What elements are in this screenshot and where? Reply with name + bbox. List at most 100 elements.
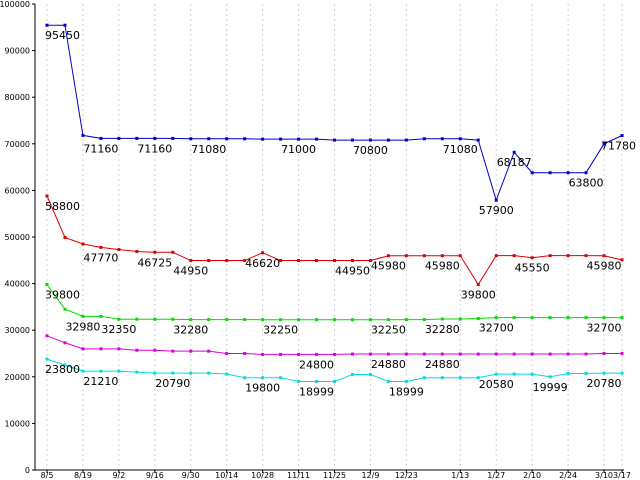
data-point xyxy=(171,371,175,375)
data-point xyxy=(117,317,121,321)
data-point xyxy=(207,349,211,353)
x-tick-label: 1/13 xyxy=(451,471,469,480)
x-tick-label: 10/14 xyxy=(215,471,238,480)
data-point xyxy=(63,307,67,311)
data-point xyxy=(333,318,336,322)
data-point xyxy=(225,259,229,263)
data-point xyxy=(476,283,480,287)
data-point xyxy=(368,259,372,263)
data-label: 32250 xyxy=(371,324,406,337)
data-point xyxy=(207,318,211,322)
data-point xyxy=(530,372,534,376)
data-point xyxy=(422,376,426,380)
data-point xyxy=(279,352,283,356)
data-label: 32280 xyxy=(425,323,460,336)
data-point xyxy=(171,136,175,140)
data-point xyxy=(368,372,372,376)
data-point xyxy=(99,347,103,351)
x-tick-label: 11/25 xyxy=(323,471,346,480)
data-point xyxy=(171,317,175,321)
data-label: 32280 xyxy=(173,324,208,337)
data-point xyxy=(45,283,49,287)
data-point xyxy=(45,23,49,27)
data-point xyxy=(404,318,408,322)
data-point xyxy=(297,352,301,356)
data-point xyxy=(135,348,139,352)
data-point xyxy=(153,250,157,254)
data-point xyxy=(584,171,588,175)
data-point xyxy=(494,316,498,320)
data-point xyxy=(243,137,247,141)
data-point xyxy=(81,133,85,137)
data-point xyxy=(494,254,498,258)
x-tick-label: 12/9 xyxy=(361,471,379,480)
data-point xyxy=(261,137,265,141)
data-point xyxy=(243,376,247,380)
y-tick-label: 20000 xyxy=(5,373,30,382)
data-point xyxy=(99,314,103,318)
data-point xyxy=(494,352,498,356)
data-label: 24880 xyxy=(425,358,460,371)
data-point xyxy=(81,347,85,351)
data-point xyxy=(297,137,301,141)
y-tick-label: 90000 xyxy=(5,47,30,56)
data-point xyxy=(189,371,193,375)
y-tick-label: 70000 xyxy=(5,140,30,149)
data-label: 71160 xyxy=(137,142,172,155)
data-point xyxy=(189,349,193,353)
data-point xyxy=(297,379,301,383)
data-point xyxy=(261,376,265,380)
data-label: 18999 xyxy=(299,385,334,398)
data-point xyxy=(99,369,103,373)
data-point xyxy=(530,256,534,260)
data-point xyxy=(512,150,516,154)
data-point xyxy=(350,318,354,322)
y-tick-label: 80000 xyxy=(5,93,30,102)
data-label: 70800 xyxy=(353,144,388,157)
x-tick-label: 9/16 xyxy=(146,471,164,480)
data-point xyxy=(530,352,534,356)
data-point xyxy=(548,316,552,320)
data-point xyxy=(207,137,211,141)
data-point xyxy=(333,138,336,142)
data-point xyxy=(207,259,211,263)
data-point xyxy=(189,137,193,141)
data-point xyxy=(584,254,588,258)
data-point xyxy=(297,259,301,263)
data-point xyxy=(530,316,534,320)
data-point xyxy=(602,254,606,258)
data-point xyxy=(189,259,193,263)
data-point xyxy=(135,317,139,321)
data-point xyxy=(81,242,85,246)
data-point xyxy=(404,352,408,356)
data-point xyxy=(476,376,480,380)
data-point xyxy=(45,194,49,198)
data-point xyxy=(315,352,319,356)
data-point xyxy=(117,248,121,252)
data-point xyxy=(153,317,157,321)
x-tick-label: 9/30 xyxy=(182,471,200,480)
y-tick-label: 40000 xyxy=(5,280,30,289)
data-point xyxy=(279,259,283,263)
data-point xyxy=(548,375,552,379)
data-point xyxy=(350,372,354,376)
data-point xyxy=(63,363,67,367)
data-point xyxy=(494,198,498,202)
data-label: 45550 xyxy=(515,262,550,275)
data-label: 71080 xyxy=(443,143,478,156)
data-point xyxy=(225,318,229,322)
y-tick-label: 50000 xyxy=(5,233,30,242)
data-point xyxy=(386,254,390,258)
data-label: 23800 xyxy=(45,363,80,376)
data-point xyxy=(620,316,624,320)
data-point xyxy=(458,352,462,356)
data-label: 39800 xyxy=(45,289,80,302)
data-point xyxy=(584,372,588,376)
data-point xyxy=(422,352,426,356)
x-tick-label: 1/27 xyxy=(487,471,505,480)
data-point xyxy=(548,171,552,175)
data-point xyxy=(494,372,498,376)
data-label: 71000 xyxy=(281,143,316,156)
data-point xyxy=(512,352,516,356)
data-point xyxy=(243,318,247,322)
